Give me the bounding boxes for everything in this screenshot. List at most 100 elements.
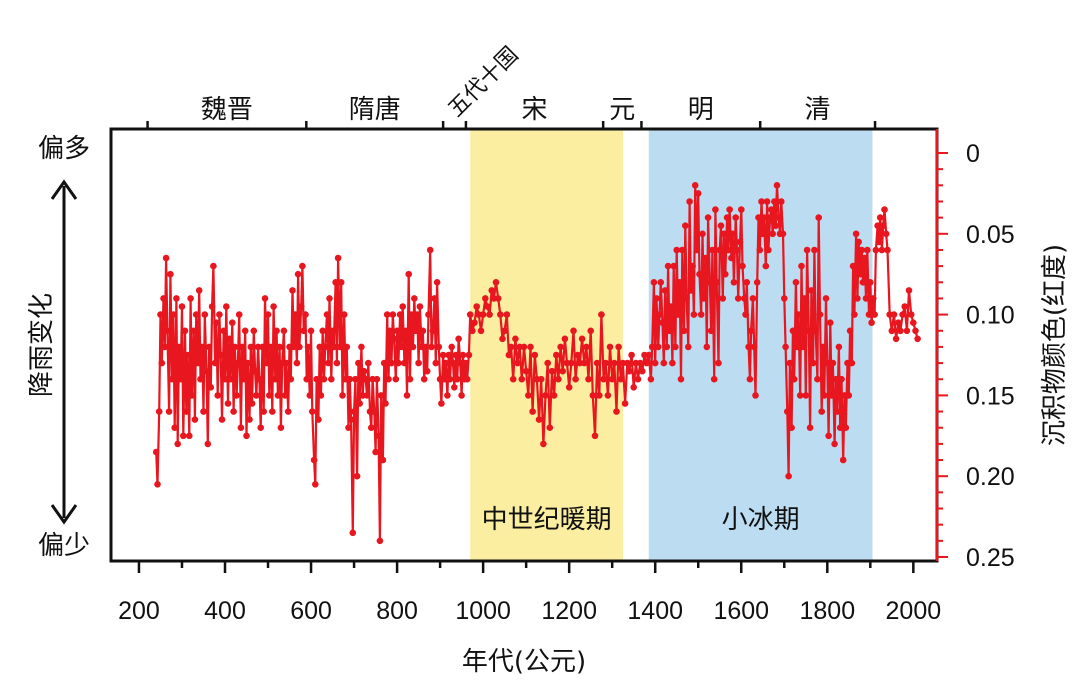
data-point xyxy=(332,279,339,286)
data-point xyxy=(803,246,811,254)
data-point xyxy=(628,351,635,359)
data-point xyxy=(186,432,193,440)
data-point xyxy=(839,456,847,464)
x-tick-label: 1000 xyxy=(455,597,511,625)
data-point xyxy=(433,279,441,286)
data-point xyxy=(864,246,871,254)
data-point xyxy=(167,270,174,278)
data-point xyxy=(884,246,891,254)
data-point xyxy=(796,392,804,399)
data-point xyxy=(604,392,612,399)
data-point xyxy=(693,246,701,254)
data-point xyxy=(246,416,253,423)
data-point xyxy=(861,254,868,262)
y-tick-label: 0.10 xyxy=(966,302,1015,330)
data-point xyxy=(702,254,709,262)
data-point xyxy=(760,214,768,221)
data-point xyxy=(901,303,908,310)
data-point xyxy=(670,262,677,270)
data-point xyxy=(682,222,689,229)
data-point xyxy=(223,303,230,310)
data-point xyxy=(910,319,917,327)
data-point xyxy=(452,351,460,359)
data-point xyxy=(888,327,896,335)
data-point xyxy=(165,408,173,415)
data-point xyxy=(815,214,822,221)
data-point xyxy=(218,416,226,423)
data-point xyxy=(229,319,236,327)
data-point xyxy=(457,359,464,367)
data-point xyxy=(188,392,196,399)
data-point xyxy=(882,230,890,238)
data-point xyxy=(373,375,381,383)
data-point xyxy=(778,198,785,205)
data-point xyxy=(881,206,888,213)
data-point xyxy=(792,279,800,286)
data-point xyxy=(333,359,341,367)
data-point xyxy=(380,359,388,367)
data-point xyxy=(828,392,835,399)
data-point xyxy=(527,343,534,351)
data-point xyxy=(835,343,843,351)
data-point xyxy=(639,367,646,375)
data-point xyxy=(768,206,775,213)
data-point xyxy=(753,279,761,286)
data-point xyxy=(390,335,398,343)
data-point xyxy=(353,472,361,480)
data-point xyxy=(312,481,319,488)
data-point xyxy=(531,351,539,359)
data-point xyxy=(346,375,354,383)
data-point xyxy=(247,343,255,351)
data-point xyxy=(709,246,716,254)
data-point xyxy=(647,375,655,383)
data-point xyxy=(168,375,176,383)
data-point xyxy=(700,295,708,302)
data-point xyxy=(343,343,351,351)
data-point xyxy=(833,408,841,415)
data-point xyxy=(775,214,782,221)
data-point xyxy=(765,246,772,254)
dynasty-label: 明 xyxy=(688,95,714,125)
data-point xyxy=(712,206,719,213)
data-point xyxy=(859,279,867,286)
data-point xyxy=(195,287,203,294)
data-point xyxy=(758,198,765,205)
data-point xyxy=(473,303,481,310)
data-point xyxy=(829,359,837,367)
data-point xyxy=(299,262,306,270)
data-point xyxy=(203,367,210,375)
data-point xyxy=(899,311,906,318)
data-point xyxy=(750,343,758,351)
data-point xyxy=(371,408,378,415)
data-point xyxy=(704,214,712,221)
data-point xyxy=(747,327,755,335)
data-point xyxy=(441,375,448,383)
data-point xyxy=(548,367,556,375)
data-point xyxy=(537,375,545,383)
data-point xyxy=(785,472,792,480)
data-point xyxy=(260,408,268,415)
data-point xyxy=(362,375,370,383)
data-point xyxy=(865,311,873,318)
y-tick-label: 0 xyxy=(966,140,980,168)
data-point xyxy=(752,392,759,399)
data-point xyxy=(406,375,414,383)
data-point xyxy=(388,359,395,367)
data-point xyxy=(848,359,856,367)
data-point xyxy=(307,327,315,335)
data-point xyxy=(310,456,318,464)
data-point xyxy=(210,262,217,270)
data-point xyxy=(636,359,644,367)
data-point xyxy=(686,198,693,205)
data-point xyxy=(221,375,229,383)
data-point xyxy=(738,206,745,213)
data-point xyxy=(673,246,680,254)
data-point xyxy=(857,270,864,278)
data-point xyxy=(280,327,288,335)
data-point xyxy=(216,311,223,318)
data-point xyxy=(459,351,467,359)
data-point xyxy=(350,408,358,415)
data-point xyxy=(304,343,312,351)
data-point xyxy=(851,311,858,318)
data-point xyxy=(207,384,215,391)
